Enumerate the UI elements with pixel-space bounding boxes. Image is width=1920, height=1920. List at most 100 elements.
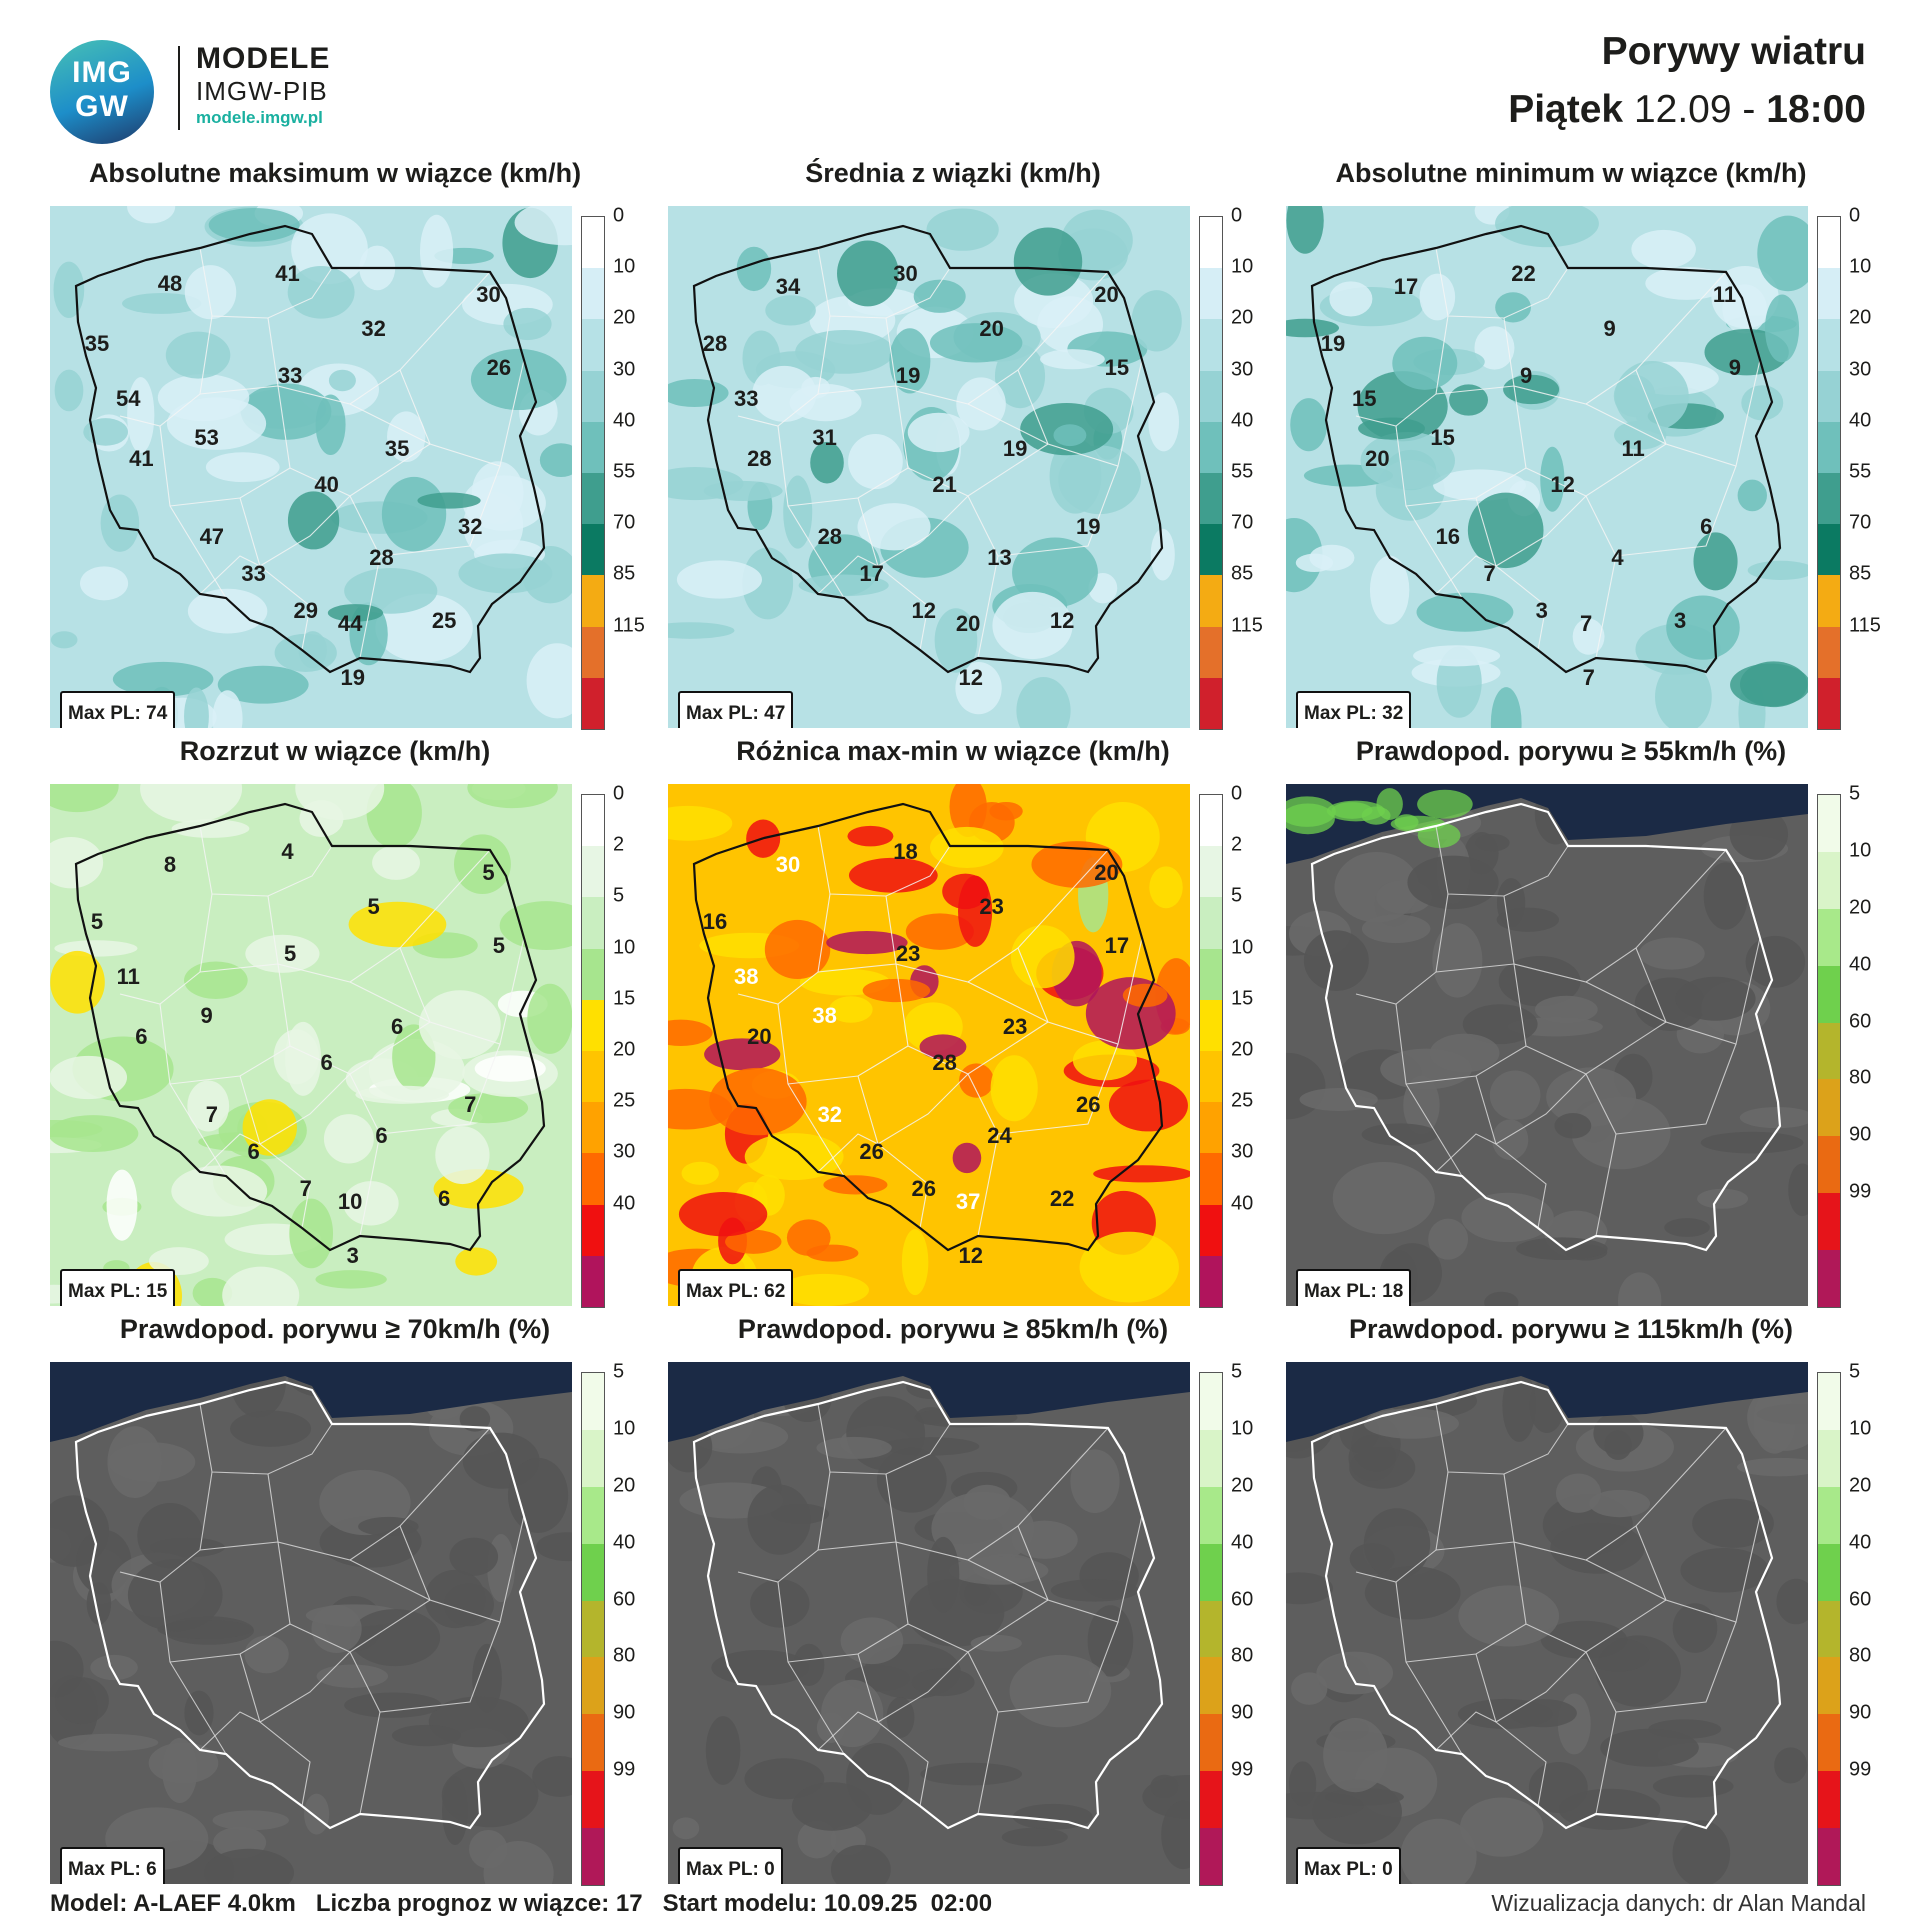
station-value: 20	[1094, 281, 1119, 307]
field-patch	[901, 1229, 929, 1296]
colorbar-segment	[582, 268, 604, 320]
brand-url[interactable]: modele.imgw.pl	[196, 108, 323, 127]
colorbar-segment	[582, 575, 604, 628]
station-value: 26	[859, 1139, 884, 1164]
probability-area	[1286, 796, 1336, 827]
station-value: 44	[337, 610, 363, 636]
field-patch	[539, 443, 572, 477]
colorbar-label: 30	[613, 358, 636, 381]
field-patch	[1290, 398, 1328, 452]
field-patch	[857, 503, 931, 551]
voivodeship-border	[239, 497, 311, 651]
field-patch	[848, 434, 903, 490]
field-patch	[934, 608, 978, 673]
field-patch	[907, 412, 970, 453]
field-patch	[952, 1142, 982, 1174]
colorbar-label: 70	[1231, 511, 1254, 534]
field-patch	[846, 1396, 926, 1471]
station-value: 30	[893, 260, 918, 286]
field-patch	[245, 934, 320, 973]
colorbar-label: 20	[1231, 1474, 1254, 1497]
colorbar-label: 40	[1231, 1531, 1254, 1554]
voivodeship-border	[1495, 1073, 1587, 1145]
station-value: 22	[1049, 1185, 1075, 1211]
voivodeship-border	[349, 981, 431, 1023]
field-patch	[106, 1169, 138, 1241]
field-patch	[1363, 1408, 1459, 1439]
colorbar-label: 99	[1849, 1180, 1872, 1203]
colorbar-label: 55	[1849, 460, 1872, 483]
map-panel: Prawdopod. porywu ≥ 85km/h (%) Max PL: 0M…	[668, 1314, 1253, 1886]
colorbar-segment	[1200, 1102, 1222, 1154]
voivodeship-border	[817, 385, 897, 395]
colorbar-label: 10	[1231, 936, 1254, 959]
field-patch	[122, 293, 202, 314]
colorbar-segment	[1200, 1204, 1222, 1257]
voivodeship-border	[1475, 1653, 1547, 1807]
station-value: 28	[702, 331, 728, 357]
station-value: 28	[369, 545, 394, 571]
voivodeship-border	[967, 981, 1049, 1023]
colorbar-label: 10	[1231, 1417, 1254, 1440]
voivodeship-border	[379, 465, 501, 557]
field-patch	[1001, 1827, 1068, 1847]
voivodeship-border	[119, 1471, 213, 1583]
voivodeship-border	[997, 1621, 1119, 1713]
colorbar	[1817, 216, 1841, 730]
colorbar-label: 80	[1231, 1644, 1254, 1667]
field-patch	[205, 452, 280, 483]
station-value: 20	[1094, 859, 1119, 885]
station-value: 11	[1621, 435, 1645, 461]
station-value: 24	[987, 1123, 1012, 1149]
colorbar-segment	[1818, 1373, 1840, 1431]
field-patch	[1334, 851, 1420, 923]
field-patch	[472, 1643, 502, 1713]
field-patch	[435, 1126, 490, 1185]
voivodeship-border	[967, 1559, 1049, 1601]
field-patch	[862, 978, 931, 1003]
voivodeship-border	[1435, 555, 1497, 595]
colorbar-segment	[1818, 370, 1840, 423]
colorbar-segment	[582, 1543, 604, 1602]
voivodeship-border	[1435, 963, 1515, 973]
station-value: 17	[1393, 273, 1419, 299]
field-patch	[127, 206, 176, 224]
stats-box: Max PL: 62Min PL: 7	[678, 1269, 794, 1306]
colorbar-label: 60	[1231, 1588, 1254, 1611]
colorbar-segment	[1818, 677, 1840, 730]
colorbar-segment	[582, 1102, 604, 1154]
field-patch	[668, 622, 735, 639]
field-patch	[1495, 206, 1599, 248]
field-patch	[1585, 1638, 1651, 1672]
field-patch	[1148, 392, 1180, 452]
field-patch	[1572, 618, 1605, 655]
colorbar-segment	[1818, 319, 1840, 372]
colorbar-label: 70	[613, 511, 636, 534]
colorbar-segment	[1200, 1373, 1222, 1431]
field-patch	[50, 950, 105, 1014]
voivodeship-border	[399, 1515, 525, 1623]
voivodeship-border	[817, 1541, 897, 1551]
field-patch	[358, 1516, 419, 1537]
field-patch	[1131, 290, 1182, 352]
panel-title: Średnia z wiązki (km/h)	[805, 158, 1101, 188]
field-patch	[112, 661, 214, 697]
station-value: 5	[492, 932, 506, 958]
colorbar-segment	[1818, 524, 1840, 576]
voivodeship-border	[1513, 1541, 1667, 1653]
field-patch	[1604, 1430, 1632, 1460]
colorbar-segment	[1200, 268, 1222, 320]
voivodeship-border	[239, 1075, 311, 1229]
field-patch	[212, 1810, 289, 1831]
baltic-sea	[1286, 784, 1808, 864]
colorbar-segment	[582, 1255, 604, 1308]
field-patch	[956, 377, 1006, 431]
station-value: 12	[958, 665, 983, 691]
field-patch	[725, 1229, 782, 1254]
colorbar-segment	[1200, 524, 1222, 576]
stats-max: Max PL: 18	[1304, 1281, 1404, 1302]
voivodeship-border	[277, 385, 431, 497]
station-value: 15	[1430, 425, 1455, 451]
station-value: 3	[346, 1243, 359, 1269]
station-value: 12	[1049, 607, 1075, 633]
